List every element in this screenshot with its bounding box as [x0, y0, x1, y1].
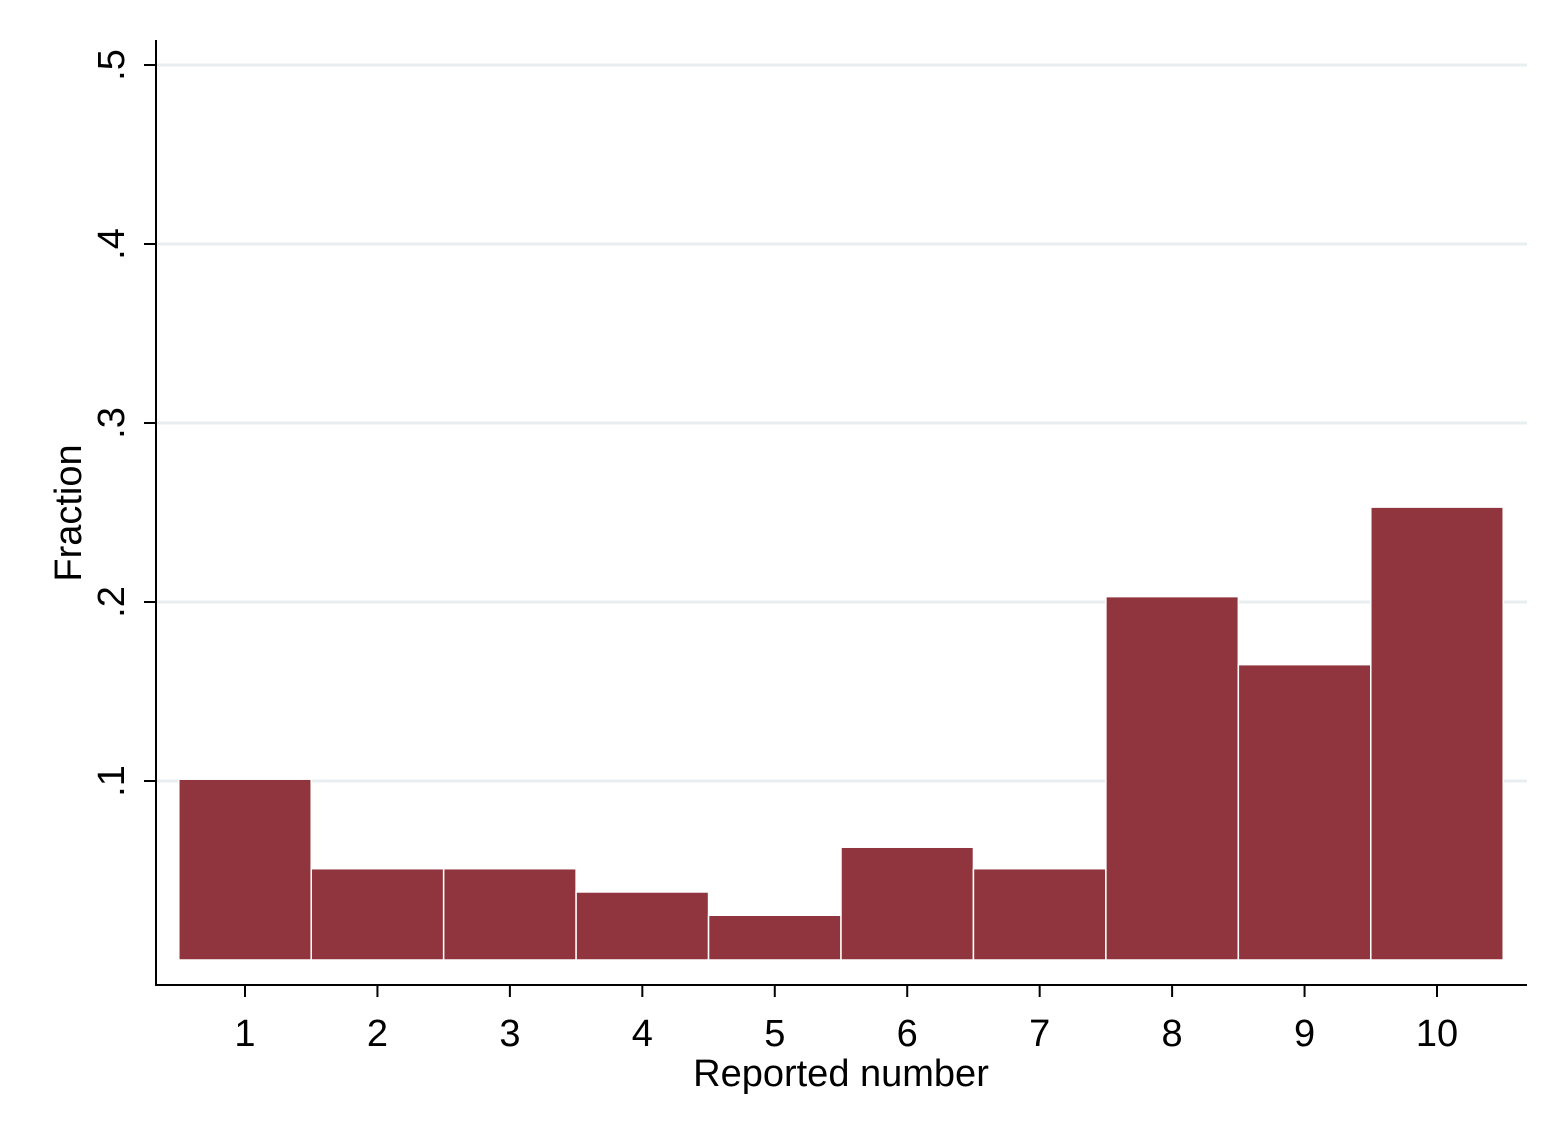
- y-tick-label-5: .5: [91, 49, 133, 81]
- x-axis-ticks: 1 2 3 4 5 6 7 8 9 10: [234, 985, 1458, 1055]
- bar-1: [178, 778, 312, 961]
- x-tick-label-9: 9: [1294, 1013, 1315, 1055]
- bar-4: [575, 891, 710, 961]
- y-tick-label-1: .1: [91, 765, 133, 797]
- bar-8: [1105, 595, 1240, 961]
- x-tick-label-3: 3: [499, 1013, 520, 1055]
- x-tick-label-4: 4: [632, 1013, 653, 1055]
- x-tick-label-5: 5: [764, 1013, 785, 1055]
- x-tick-label-7: 7: [1029, 1013, 1050, 1055]
- y-tick-label-3: .3: [91, 407, 133, 439]
- y-tick-label-4: .4: [91, 228, 133, 260]
- bar-5: [707, 914, 842, 961]
- y-tick-label-2: .2: [91, 586, 133, 618]
- bar-6: [840, 846, 975, 961]
- x-tick-label-8: 8: [1162, 1013, 1183, 1055]
- axes: [155, 40, 1527, 986]
- y-axis-ticks: .1 .2 .3 .4 .5: [91, 49, 156, 797]
- y-axis-title: Fraction: [48, 444, 90, 581]
- x-tick-label-10: 10: [1416, 1013, 1458, 1055]
- bars: [178, 506, 1504, 961]
- bar-9: [1237, 663, 1372, 961]
- bar-2: [310, 867, 445, 961]
- bar-3: [442, 867, 577, 961]
- x-tick-label-1: 1: [234, 1013, 255, 1055]
- x-axis-title: Reported number: [693, 1053, 989, 1095]
- x-tick-label-2: 2: [367, 1013, 388, 1055]
- bar-10: [1370, 506, 1504, 961]
- x-tick-label-6: 6: [897, 1013, 918, 1055]
- bar-7: [972, 867, 1107, 961]
